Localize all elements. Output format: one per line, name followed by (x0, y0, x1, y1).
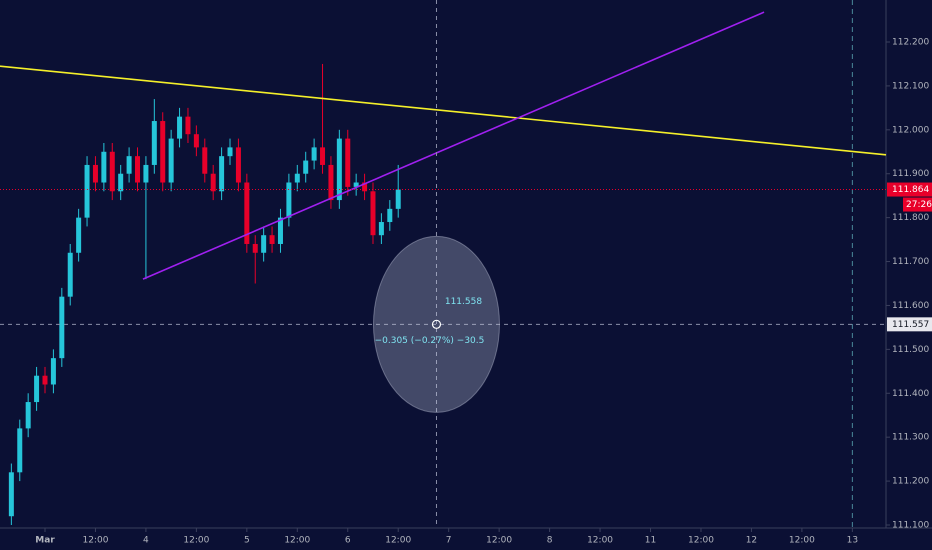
candle-body (261, 235, 267, 253)
candle-body (235, 147, 241, 183)
y-tick-label: 111.500 (892, 345, 929, 355)
candle-body (202, 147, 208, 174)
candle-body (84, 164, 90, 218)
candle-body (34, 375, 40, 403)
candle-body (101, 151, 107, 183)
candle-body (59, 296, 65, 359)
candle-body (185, 116, 191, 135)
candle-body (193, 134, 199, 148)
crosshair-price-label: 111.557 (892, 320, 929, 330)
x-tick-label: 12:00 (486, 536, 512, 546)
x-tick-label: 12:00 (587, 536, 613, 546)
candle-body (109, 151, 115, 192)
x-tick-label: 4 (143, 536, 149, 546)
y-tick-label: 111.600 (892, 301, 929, 311)
candle-body (92, 164, 98, 183)
candle-body (168, 138, 174, 183)
x-tick-label: 5 (244, 536, 250, 546)
y-tick-label: 111.800 (892, 213, 929, 223)
candle-body (378, 222, 384, 236)
candle-body (336, 138, 342, 201)
candle-body (294, 173, 300, 183)
y-tick-label: 111.100 (892, 521, 929, 531)
y-tick-label: 111.300 (892, 433, 929, 443)
candle-body (17, 428, 23, 473)
x-tick-label: 12:00 (183, 536, 209, 546)
candle-body (328, 164, 334, 201)
candle-body (269, 235, 275, 244)
last-price-box (887, 182, 932, 197)
candle-body (50, 358, 56, 385)
candle-body (277, 217, 283, 244)
candle-body (160, 121, 166, 183)
countdown-label: 27:26 (906, 200, 932, 210)
x-tick-label: 12 (746, 536, 757, 546)
candle-body (151, 121, 157, 165)
x-tick-label: 12:00 (688, 536, 714, 546)
candle-body (67, 252, 73, 297)
candle-body (143, 164, 149, 183)
x-tick-label: 12:00 (385, 536, 411, 546)
candle-body (126, 156, 132, 174)
candle-body (42, 375, 48, 385)
candle-body (320, 147, 326, 165)
y-tick-label: 112.100 (892, 81, 929, 91)
candle-body (286, 182, 292, 218)
crosshair-price-box (887, 317, 932, 332)
y-tick-label: 111.400 (892, 389, 929, 399)
y-tick-label: 111.900 (892, 169, 929, 179)
candle-body (395, 189, 401, 209)
trend-line (142, 11, 765, 280)
candle-body (345, 138, 351, 187)
candle-body (353, 182, 359, 187)
candle-body (76, 217, 82, 253)
measure-price: 111.558 (445, 297, 482, 307)
candle-body (177, 116, 183, 139)
candle-body (370, 191, 376, 236)
candle-body (118, 173, 124, 192)
candle-body (25, 402, 31, 429)
candle-body (210, 173, 216, 192)
x-tick-label: 12:00 (82, 536, 108, 546)
candle-body (8, 472, 14, 517)
countdown-box (903, 197, 932, 212)
candle-body (219, 156, 225, 192)
x-tick-label: 11 (645, 536, 656, 546)
x-tick-label: 7 (446, 536, 452, 546)
candle-body (252, 243, 258, 253)
candle-body (311, 147, 317, 161)
x-tick-label: Mar (35, 536, 55, 546)
candle-body (303, 160, 309, 174)
candle-body (362, 182, 368, 192)
x-tick-label: 6 (345, 536, 351, 546)
candle-body (387, 208, 393, 223)
y-tick-label: 111.200 (892, 477, 929, 487)
crosshair-dot (431, 319, 442, 329)
y-tick-label: 112.000 (892, 125, 929, 135)
x-tick-label: 12:00 (789, 536, 815, 546)
measure-area (372, 235, 500, 413)
x-tick-label: 8 (547, 536, 553, 546)
trend-line (0, 65, 887, 156)
candle-body (244, 182, 250, 244)
candle-body (135, 156, 141, 183)
y-tick-label: 112.200 (892, 38, 929, 48)
last-price-label: 111.864 (892, 185, 929, 195)
x-tick-label: 13 (847, 536, 858, 546)
x-tick-label: 12:00 (284, 536, 310, 546)
measure-change: −0.305 (−0.27%) −30.5 (375, 336, 485, 346)
y-tick-label: 111.700 (892, 257, 929, 267)
candle-body (227, 147, 233, 157)
